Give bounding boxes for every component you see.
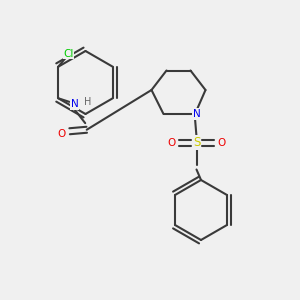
Text: O: O bbox=[57, 129, 66, 139]
Text: S: S bbox=[193, 136, 200, 149]
Text: N: N bbox=[193, 109, 200, 119]
Text: O: O bbox=[218, 137, 226, 148]
Text: O: O bbox=[167, 137, 176, 148]
Text: H: H bbox=[84, 97, 91, 107]
Text: Cl: Cl bbox=[64, 49, 74, 59]
Text: N: N bbox=[71, 99, 79, 109]
